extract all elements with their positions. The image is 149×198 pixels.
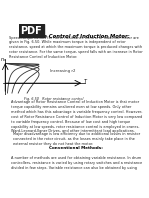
Text: Fig. 6.50   Rotor resistance control: Fig. 6.50 Rotor resistance control xyxy=(24,97,83,101)
Text: Increasing r2: Increasing r2 xyxy=(50,69,76,73)
Text: Speed-torque curves for Rotor Resistance Control of Induction Motor are
given in: Speed-torque curves for Rotor Resistance… xyxy=(10,36,143,59)
Text: $n_s$: $n_s$ xyxy=(0,56,7,64)
Bar xyxy=(19,24,44,37)
Text: T: T xyxy=(84,79,87,84)
Text: ...ance Control of Induction Motor:: ...ance Control of Induction Motor: xyxy=(27,34,130,39)
Text: Conventional Methods:: Conventional Methods: xyxy=(49,146,103,150)
Text: PDF: PDF xyxy=(20,26,42,36)
Text: Advantage of Rotor Resistance Control of Induction Motor is that motor
torque ca: Advantage of Rotor Resistance Control of… xyxy=(11,100,142,133)
Text: A number of methods are used for obtaining variable resistance. In drum
controll: A number of methods are used for obtaini… xyxy=(11,156,142,170)
Text: Major disadvantage is low efficiency due to additional losses in resistor
connec: Major disadvantage is low efficiency due… xyxy=(13,132,140,146)
